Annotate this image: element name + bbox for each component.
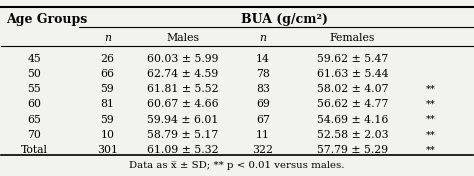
Text: 67: 67	[256, 115, 270, 125]
Text: 57.79 ± 5.29: 57.79 ± 5.29	[317, 145, 388, 155]
Text: Data as x̅ ± SD; ** p < 0.01 versus males.: Data as x̅ ± SD; ** p < 0.01 versus male…	[129, 161, 345, 170]
Text: 83: 83	[256, 84, 270, 94]
Text: 61.81 ± 5.52: 61.81 ± 5.52	[147, 84, 219, 94]
Text: 11: 11	[256, 130, 270, 140]
Text: 52.58 ± 2.03: 52.58 ± 2.03	[317, 130, 388, 140]
Text: 56.62 ± 4.77: 56.62 ± 4.77	[317, 99, 388, 109]
Text: n: n	[104, 33, 111, 43]
Text: 50: 50	[27, 69, 41, 79]
Text: 60.03 ± 5.99: 60.03 ± 5.99	[147, 54, 219, 64]
Text: 45: 45	[27, 54, 41, 64]
Text: 59.62 ± 5.47: 59.62 ± 5.47	[317, 54, 388, 64]
Text: 59: 59	[100, 115, 114, 125]
Text: **: **	[426, 100, 435, 109]
Text: 61.09 ± 5.32: 61.09 ± 5.32	[147, 145, 219, 155]
Text: **: **	[426, 84, 435, 93]
Text: 58.02 ± 4.07: 58.02 ± 4.07	[317, 84, 388, 94]
Text: 62.74 ± 4.59: 62.74 ± 4.59	[147, 69, 219, 79]
Text: 70: 70	[27, 130, 41, 140]
Text: 26: 26	[100, 54, 114, 64]
Text: 10: 10	[100, 130, 114, 140]
Text: **: **	[426, 115, 435, 124]
Text: **: **	[426, 146, 435, 155]
Text: 55: 55	[27, 84, 41, 94]
Text: 69: 69	[256, 99, 270, 109]
Text: 59.94 ± 6.01: 59.94 ± 6.01	[147, 115, 219, 125]
Text: 61.63 ± 5.44: 61.63 ± 5.44	[317, 69, 388, 79]
Text: 58.79 ± 5.17: 58.79 ± 5.17	[147, 130, 219, 140]
Text: **: **	[426, 130, 435, 139]
Text: 81: 81	[100, 99, 114, 109]
Text: n: n	[259, 33, 266, 43]
Text: 322: 322	[253, 145, 273, 155]
Text: 60: 60	[27, 99, 41, 109]
Text: 301: 301	[97, 145, 118, 155]
Text: BUA (g/cm²): BUA (g/cm²)	[241, 13, 328, 26]
Text: Total: Total	[21, 145, 48, 155]
Text: 66: 66	[100, 69, 114, 79]
Text: 54.69 ± 4.16: 54.69 ± 4.16	[317, 115, 388, 125]
Text: Males: Males	[166, 33, 199, 43]
Text: Age Groups: Age Groups	[6, 13, 87, 26]
Text: 14: 14	[256, 54, 270, 64]
Text: 59: 59	[100, 84, 114, 94]
Text: 60.67 ± 4.66: 60.67 ± 4.66	[147, 99, 219, 109]
Text: Females: Females	[330, 33, 375, 43]
Text: 65: 65	[27, 115, 41, 125]
Text: 78: 78	[256, 69, 270, 79]
